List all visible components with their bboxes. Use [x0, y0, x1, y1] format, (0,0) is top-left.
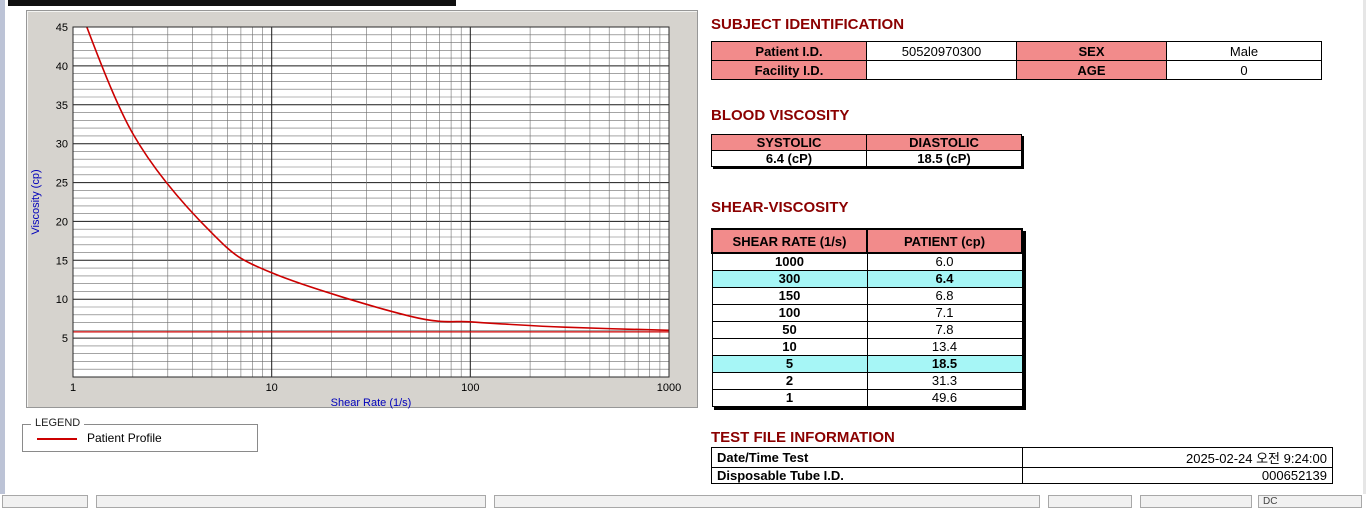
patient-viscosity-cell: 6.0: [866, 252, 1023, 271]
facility-id-label: Facility I.D.: [711, 60, 867, 80]
shear-rate-cell: 50: [711, 320, 868, 339]
shear-rate-column-header: SHEAR RATE (1/s): [711, 228, 868, 254]
svg-text:5: 5: [62, 333, 68, 345]
viscosity-chart: 5 10 15 20 25 30 35 40 45 1 10 100 1000 Shear Rate (1…: [30, 22, 681, 409]
patient-viscosity-cell: 13.4: [866, 337, 1023, 356]
window-left-border: [0, 0, 5, 508]
facility-id-value: [866, 60, 1017, 80]
sex-value: Male: [1166, 41, 1322, 61]
legend-box: LEGEND Patient Profile: [22, 417, 258, 452]
table-row: Date/Time Test 2025-02-24 오전 9:24:00: [711, 447, 1333, 468]
svg-text:100: 100: [461, 382, 479, 394]
table-row: 6.4 (cP) 18.5 (cP): [711, 150, 1022, 167]
shear-rate-cell: 10: [711, 337, 868, 356]
patient-viscosity-cell: 7.8: [866, 320, 1023, 339]
systolic-header: SYSTOLIC: [711, 134, 867, 151]
taskbar-segment[interactable]: DC: [1258, 495, 1362, 508]
subject-identification-heading: SUBJECT IDENTIFICATION: [711, 16, 905, 33]
shear-rate-cell: 5: [711, 354, 868, 373]
legend-title: LEGEND: [31, 417, 85, 429]
patient-viscosity-cell: 6.4: [866, 269, 1023, 288]
age-label: AGE: [1016, 60, 1167, 80]
legend-line-swatch: [37, 438, 77, 440]
svg-text:10: 10: [56, 294, 68, 306]
sex-label: SEX: [1016, 41, 1167, 61]
shear-table-row: 300 6.4: [711, 269, 1023, 288]
diastolic-header: DIASTOLIC: [866, 134, 1022, 151]
window-top-strip: [8, 0, 456, 6]
svg-text:20: 20: [56, 216, 68, 228]
taskbar-segment[interactable]: [96, 495, 486, 508]
date-time-test-label: Date/Time Test: [711, 447, 1023, 468]
svg-text:10: 10: [266, 382, 278, 394]
patient-viscosity-cell: 31.3: [866, 371, 1023, 390]
systolic-value: 6.4 (cP): [711, 150, 867, 167]
table-row: Patient I.D. 50520970300 SEX Male: [711, 41, 1322, 61]
svg-text:Viscosity (cp): Viscosity (cp): [30, 169, 42, 234]
shear-rate-cell: 100: [711, 303, 868, 322]
shear-viscosity-heading: SHEAR-VISCOSITY: [711, 199, 849, 216]
test-file-table: Date/Time Test 2025-02-24 오전 9:24:00 Dis…: [711, 447, 1333, 484]
age-value: 0: [1166, 60, 1322, 80]
shear-rate-cell: 1000: [711, 252, 868, 271]
patient-viscosity-cell: 7.1: [866, 303, 1023, 322]
patient-id-value: 50520970300: [866, 41, 1017, 61]
shear-rate-cell: 300: [711, 269, 868, 288]
patient-viscosity-cell: 18.5: [866, 354, 1023, 373]
date-time-test-value: 2025-02-24 오전 9:24:00: [1022, 447, 1333, 468]
blood-viscosity-table: SYSTOLIC DIASTOLIC 6.4 (cP) 18.5 (cP): [711, 134, 1022, 167]
shear-rate-cell: 150: [711, 286, 868, 305]
table-header-row: SHEAR RATE (1/s) PATIENT (cp): [711, 228, 1023, 254]
svg-text:Shear Rate (1/s): Shear Rate (1/s): [331, 397, 412, 409]
chart-panel: 5 10 15 20 25 30 35 40 45 1 10 100 1000 Shear Rate (1…: [26, 10, 698, 409]
test-file-information-heading: TEST FILE INFORMATION: [711, 429, 895, 446]
svg-text:45: 45: [56, 22, 68, 34]
taskbar: DC: [0, 494, 1366, 508]
patient-viscosity-cell: 49.6: [866, 388, 1023, 407]
svg-text:40: 40: [56, 61, 68, 73]
subject-table: Patient I.D. 50520970300 SEX Male Facili…: [711, 41, 1322, 80]
diastolic-value: 18.5 (cP): [866, 150, 1022, 167]
shear-table-row: 1000 6.0: [711, 252, 1023, 271]
table-row: SYSTOLIC DIASTOLIC: [711, 134, 1022, 151]
shear-table-body: 1000 6.0 300 6.4 150 6.8 100 7.1 50 7.8 10 13.4 5 18.…: [711, 252, 1023, 407]
taskbar-segment[interactable]: [1140, 495, 1252, 508]
shear-table-row: 50 7.8: [711, 320, 1023, 339]
taskbar-segment[interactable]: [494, 495, 1040, 508]
disposable-tube-id-value: 000652139: [1022, 467, 1333, 484]
svg-text:25: 25: [56, 178, 68, 190]
table-row: Disposable Tube I.D. 000652139: [711, 467, 1333, 484]
table-row: Facility I.D. AGE 0: [711, 60, 1322, 80]
taskbar-segment[interactable]: [2, 495, 88, 508]
legend-entry-label: Patient Profile: [87, 431, 162, 445]
shear-table-row: 100 7.1: [711, 303, 1023, 322]
shear-table-row: 150 6.8: [711, 286, 1023, 305]
svg-text:1000: 1000: [657, 382, 681, 394]
shear-table-row: 1 49.6: [711, 388, 1023, 407]
taskbar-segment[interactable]: [1048, 495, 1132, 508]
patient-viscosity-cell: 6.8: [866, 286, 1023, 305]
shear-table-row: 2 31.3: [711, 371, 1023, 390]
blood-viscosity-heading: BLOOD VISCOSITY: [711, 107, 850, 124]
patient-id-label: Patient I.D.: [711, 41, 867, 61]
svg-text:15: 15: [56, 255, 68, 267]
disposable-tube-id-label: Disposable Tube I.D.: [711, 467, 1023, 484]
shear-viscosity-table: SHEAR RATE (1/s) PATIENT (cp) 1000 6.0 300…: [711, 228, 1023, 407]
shear-table-row: 5 18.5: [711, 354, 1023, 373]
window-right-border: [1363, 0, 1366, 508]
shear-table-row: 10 13.4: [711, 337, 1023, 356]
svg-text:30: 30: [56, 139, 68, 151]
patient-cp-column-header: PATIENT (cp): [866, 228, 1023, 254]
shear-rate-cell: 1: [711, 388, 868, 407]
shear-rate-cell: 2: [711, 371, 868, 390]
svg-text:35: 35: [56, 100, 68, 112]
svg-text:1: 1: [70, 382, 76, 394]
